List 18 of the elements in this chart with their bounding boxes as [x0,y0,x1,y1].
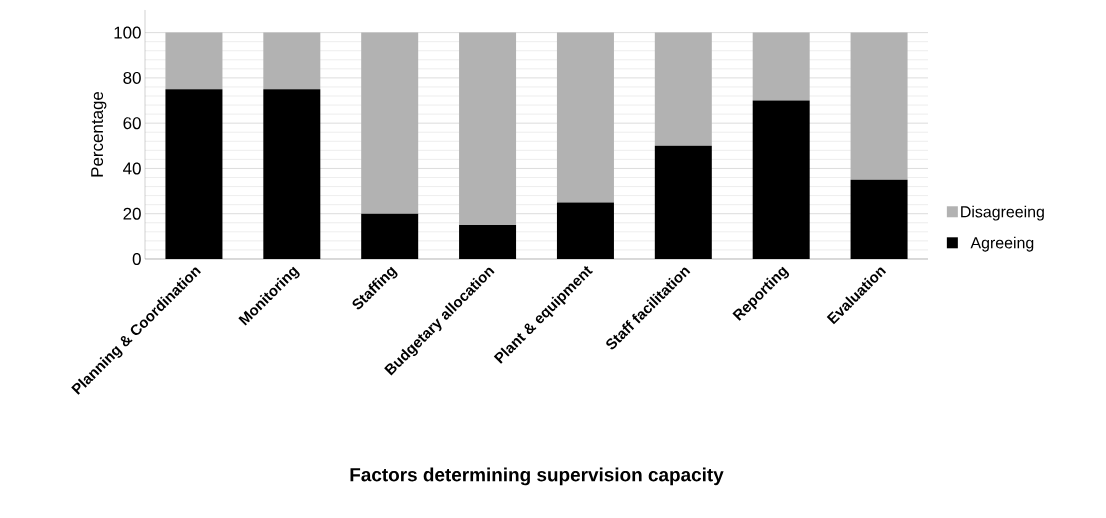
bar [654,145,712,259]
y-tick-label: 20 [123,207,141,220]
y-tick-label: 80 [123,71,141,84]
y-tick-label: 40 [123,162,141,175]
y-tick-label: 0 [132,252,141,265]
y-tick-label: 100 [114,26,141,39]
bar [752,100,810,259]
bar [361,213,419,259]
bar [556,202,614,259]
legend-label: Agreeing [970,236,1034,252]
bar [165,89,223,259]
x-axis-title: Factors determining supervision capacity [350,467,724,486]
bar [850,179,908,259]
bar [263,89,321,259]
bar [459,225,517,259]
y-tick-label: 60 [123,117,141,130]
y-axis-title: Percentage [91,91,107,177]
legend-label: Disagreeing [961,205,1044,221]
